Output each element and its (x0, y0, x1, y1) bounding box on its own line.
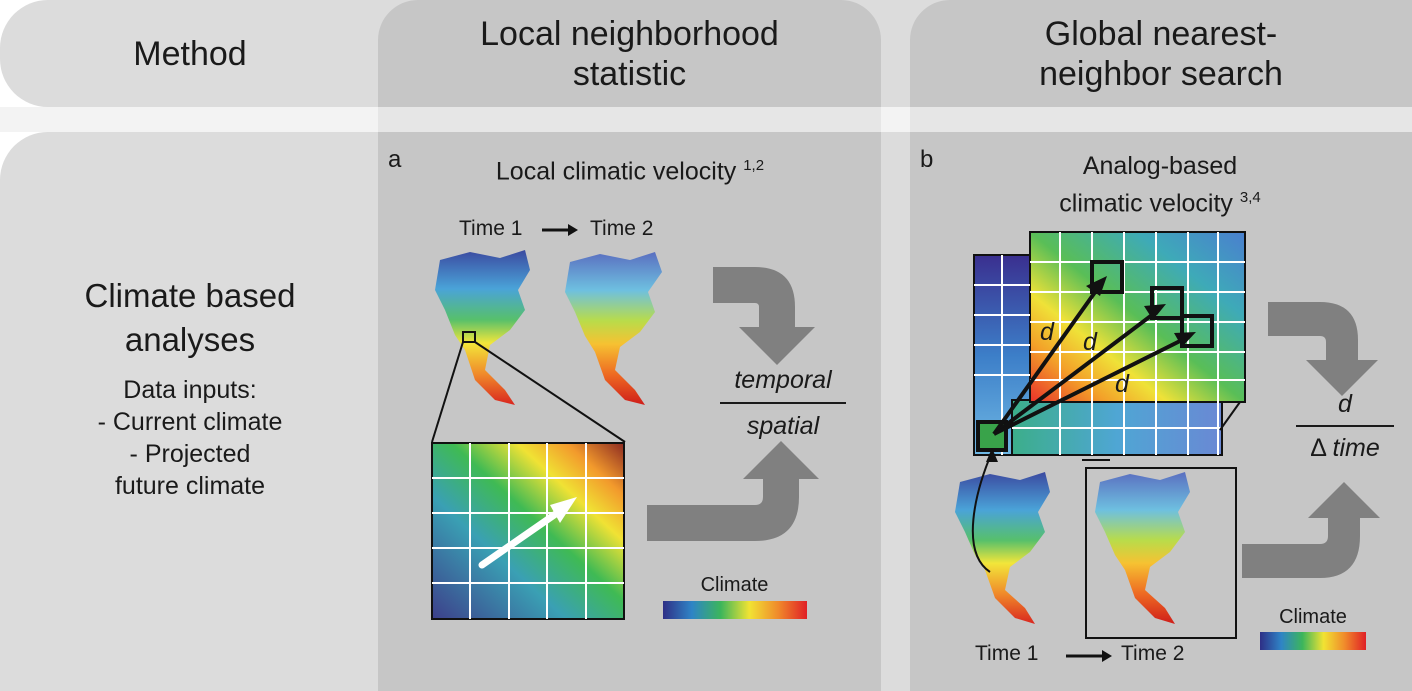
map-time1-icon (955, 472, 1050, 624)
panel-a-time2: Time 2 (590, 217, 654, 240)
panel-a-numerator: temporal (734, 366, 832, 394)
panel-a-denominator: spatial (746, 412, 820, 440)
panel-a-legend-label: Climate (700, 574, 769, 596)
panel-a-maps (435, 250, 662, 405)
panel-a-title: Local climatic velocity 1,2 (495, 157, 765, 186)
col-a-title: Local neighborhood statistic (480, 15, 779, 93)
panel-a-fraction-bar (720, 402, 846, 404)
map-time1-icon (435, 250, 530, 405)
method-label: Method (133, 35, 247, 73)
panel-b-letter: b (920, 146, 934, 173)
panel-b-fraction-bar (1296, 425, 1394, 427)
analysis-title-line2: analyses (124, 321, 256, 358)
distance-label-3: d (1115, 370, 1129, 398)
panel-b-grids (973, 231, 1246, 456)
panel-b-denominator: Δ time (1310, 434, 1380, 462)
col-b-title: Global nearest- neighbor search (1039, 15, 1283, 93)
panel-a-time-arrow (542, 224, 578, 236)
gradient-arrow-icon (478, 509, 561, 569)
panel-b-maps (955, 448, 1190, 624)
panel-a-time1: Time 1 (459, 217, 523, 240)
panel-b-time2: Time 2 (1121, 642, 1185, 665)
row-gap-col-b (910, 107, 1412, 132)
row-gap-col-a (378, 107, 881, 132)
panel-a-letter: a (388, 146, 402, 173)
panel-a-grid (431, 442, 625, 620)
panel-b-title: Analog-based climatic velocity 3,4 (1059, 152, 1261, 218)
panel-a-legend-bar (663, 601, 807, 619)
panel-b-legend-bar (1260, 632, 1366, 650)
panel-b-numerator: d (1338, 390, 1352, 418)
panel-b-time1: Time 1 (975, 642, 1039, 665)
panel-b-time-arrow (1066, 650, 1112, 662)
input-future: future climate (114, 472, 266, 500)
panel-b-zoom-box (1082, 401, 1241, 639)
method-description: Climate based analyses Data inputs: - Cu… (40, 274, 340, 502)
panel-b-legend-label: Climate (1279, 606, 1347, 628)
analysis-title-line1: Climate based (84, 277, 296, 314)
distance-label-1: d (1040, 318, 1054, 346)
map-time2-icon (1095, 472, 1190, 624)
inputs-heading: Data inputs: (123, 376, 257, 404)
map-time2-icon (565, 252, 662, 405)
distance-label-2: d (1083, 328, 1097, 356)
panel-a-zoom-lines (431, 341, 626, 443)
panel-b-flow-arrows (1242, 302, 1380, 578)
panel-a-flow-arrows (647, 267, 819, 541)
input-projected: - Projected (129, 440, 251, 468)
input-current: - Current climate (97, 408, 283, 436)
